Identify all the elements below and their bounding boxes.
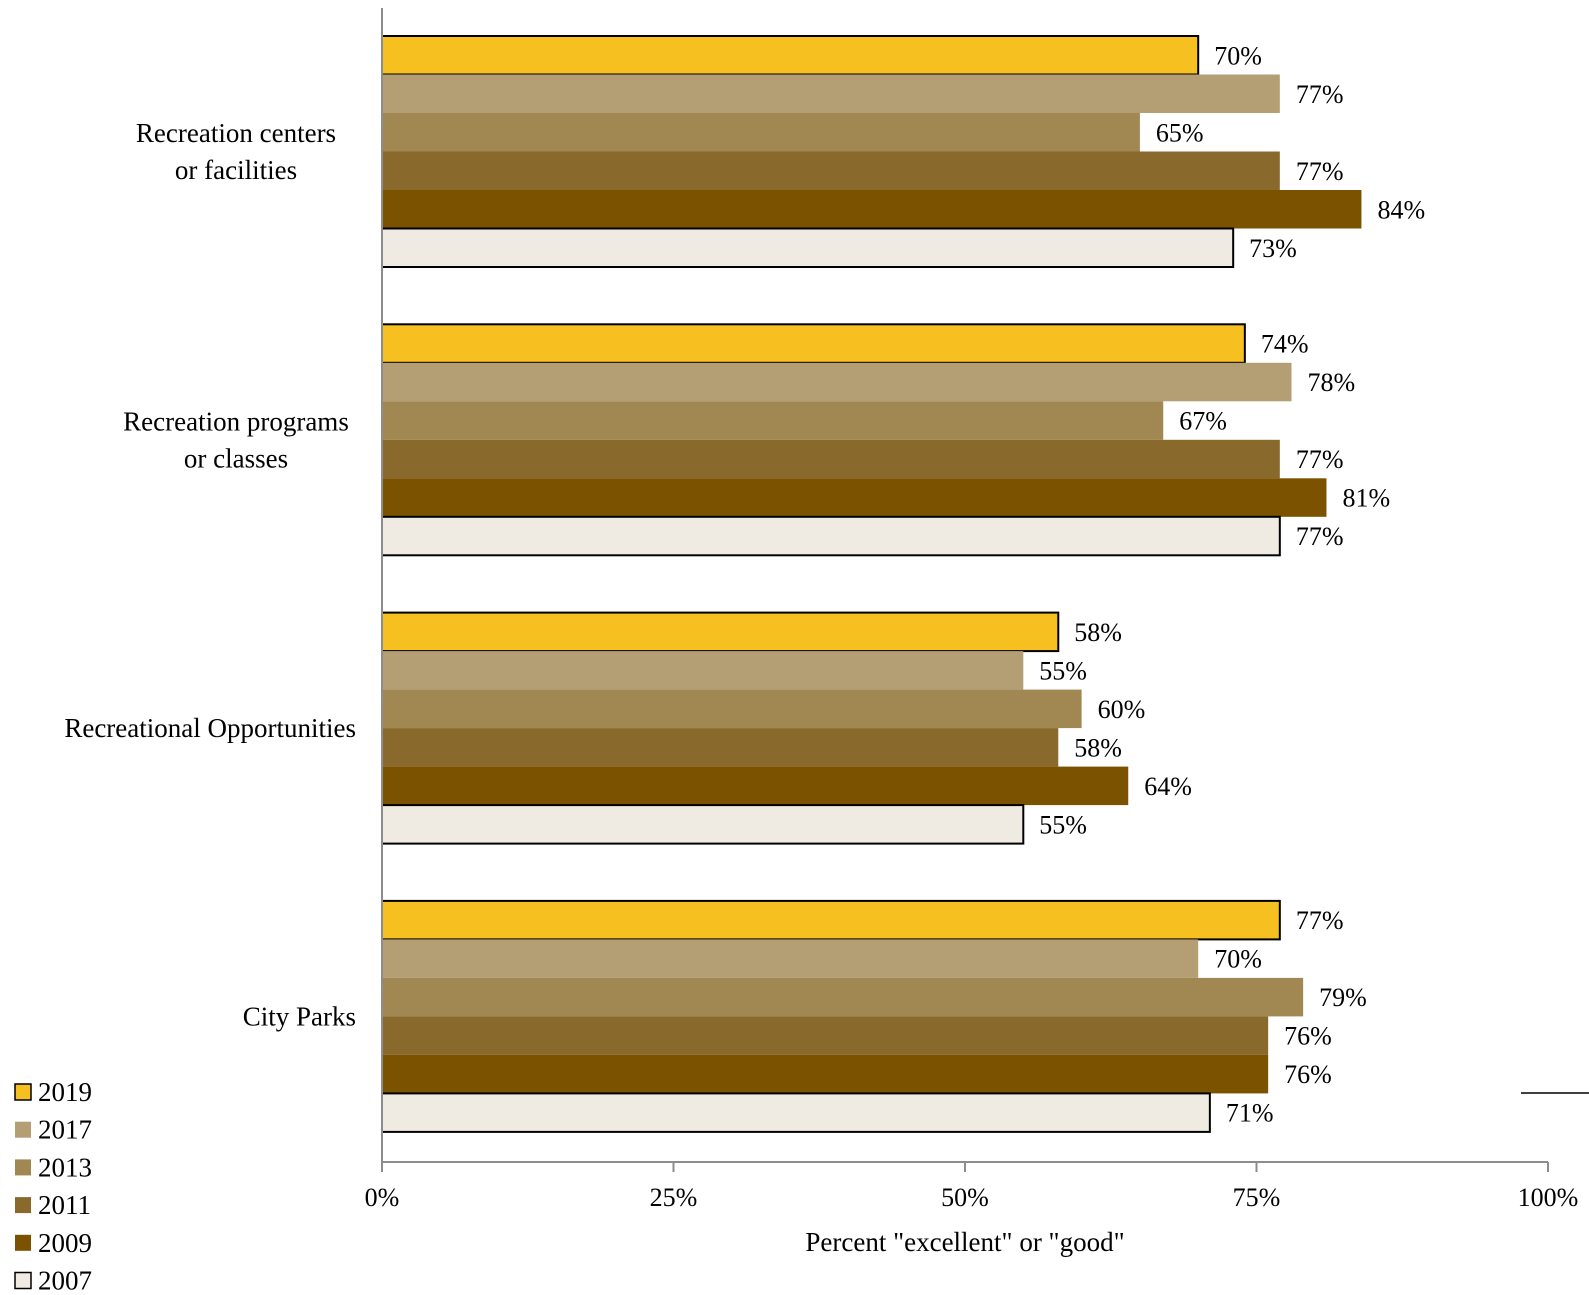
value-label-2011-1: 77% <box>1296 445 1344 474</box>
value-label-2013-2: 60% <box>1098 695 1146 724</box>
category-label-3: City Parks <box>243 1001 356 1031</box>
x-axis-title: Percent "excellent" or "good" <box>805 1227 1124 1257</box>
legend-swatch-2019 <box>14 1083 32 1101</box>
category-label-line: Recreation programs <box>123 406 349 436</box>
legend-swatch-2013 <box>15 1159 31 1176</box>
bar-2009-0 <box>382 190 1362 229</box>
bar-2011-0 <box>382 151 1280 190</box>
legend-swatch-2009 <box>15 1234 31 1251</box>
legend-label-2019: 2019 <box>38 1077 92 1107</box>
bar-2011-1 <box>382 439 1280 479</box>
value-label-2009-3: 76% <box>1284 1060 1332 1089</box>
value-label-2007-3: 71% <box>1226 1099 1274 1128</box>
legend-label-2009: 2009 <box>38 1228 92 1258</box>
bar-2013-1 <box>382 401 1164 440</box>
value-label-2017-0: 77% <box>1296 80 1344 109</box>
legend-label-2017: 2017 <box>38 1115 92 1145</box>
x-tick-label: 75% <box>1233 1183 1281 1212</box>
category-label-line: or facilities <box>175 155 297 185</box>
bar-2017-2 <box>382 651 1024 690</box>
value-label-2017-2: 55% <box>1039 656 1087 685</box>
x-tick-label: 0% <box>365 1183 400 1212</box>
value-label-2017-1: 78% <box>1307 368 1355 397</box>
legend-label-2013: 2013 <box>38 1152 92 1182</box>
bar-2007-0 <box>381 227 1235 268</box>
bar-2019-0 <box>381 35 1200 76</box>
value-labels-group: 70% 77% 65% 77% 84% 73% 74% 78% 67% 77% 81% 77% 58% 5… <box>1039 41 1425 1127</box>
value-label-2013-3: 79% <box>1319 983 1367 1012</box>
legend-swatch-2011 <box>15 1197 31 1214</box>
bar-2017-3 <box>382 939 1199 978</box>
x-tick-label: 25% <box>650 1183 698 1212</box>
category-label-1: Recreation programs or classes <box>123 406 349 473</box>
value-label-2007-1: 77% <box>1296 522 1344 551</box>
category-label-line: City Parks <box>243 1001 356 1031</box>
category-label-2: Recreational Opportunities <box>64 713 356 743</box>
value-label-2013-0: 65% <box>1156 118 1204 147</box>
value-label-2019-3: 77% <box>1296 906 1344 935</box>
bar-2019-3 <box>381 899 1281 941</box>
bar-2013-0 <box>382 113 1140 152</box>
legend-swatch-2017 <box>15 1121 31 1138</box>
value-label-2013-1: 67% <box>1179 407 1227 436</box>
category-label-line: Recreational Opportunities <box>64 713 356 743</box>
bar-2019-2 <box>381 611 1060 653</box>
x-ticks-group: 0% 25% 50% 75% 100% <box>365 1162 1579 1212</box>
value-label-2019-2: 58% <box>1074 618 1122 647</box>
category-labels-group: Recreation centers or facilitiesRecreatio… <box>64 118 356 1031</box>
bar-2017-0 <box>382 74 1280 113</box>
value-label-2017-3: 70% <box>1214 945 1262 974</box>
value-label-2009-1: 81% <box>1342 484 1390 513</box>
value-label-2007-2: 55% <box>1039 810 1087 839</box>
legend: 2019 2017 2013 2011 2009 2007 <box>14 1077 92 1295</box>
bar-2013-3 <box>382 977 1304 1017</box>
x-tick-label: 50% <box>941 1183 989 1212</box>
value-label-2009-0: 84% <box>1377 195 1425 224</box>
bar-2013-2 <box>382 689 1082 729</box>
bar-2007-1 <box>381 515 1281 557</box>
value-label-2019-1: 74% <box>1261 330 1309 359</box>
bar-2019-1 <box>381 323 1246 364</box>
legend-label-2007: 2007 <box>38 1266 92 1295</box>
value-label-2007-0: 73% <box>1249 234 1297 263</box>
value-label-2011-2: 58% <box>1074 733 1122 762</box>
x-tick-label: 100% <box>1518 1183 1579 1212</box>
legend-label-2011: 2011 <box>38 1190 91 1220</box>
bars-group <box>381 35 1362 1133</box>
bar-2011-3 <box>382 1016 1269 1055</box>
value-label-2019-0: 70% <box>1214 41 1262 70</box>
bar-2009-3 <box>382 1054 1269 1094</box>
bar-2007-2 <box>381 804 1025 845</box>
value-label-2011-0: 77% <box>1296 157 1344 186</box>
bar-2017-1 <box>382 362 1292 402</box>
bar-2009-1 <box>382 478 1327 517</box>
category-label-line: Recreation centers <box>136 118 336 148</box>
value-label-2009-2: 64% <box>1144 772 1192 801</box>
legend-swatch-2007 <box>14 1271 32 1290</box>
category-label-0: Recreation centers or facilities <box>136 118 336 185</box>
bar-2011-2 <box>382 728 1059 767</box>
value-label-2011-3: 76% <box>1284 1022 1332 1051</box>
bar-2007-3 <box>381 1092 1211 1133</box>
bar-2009-2 <box>382 766 1129 806</box>
category-label-line: or classes <box>184 443 288 473</box>
